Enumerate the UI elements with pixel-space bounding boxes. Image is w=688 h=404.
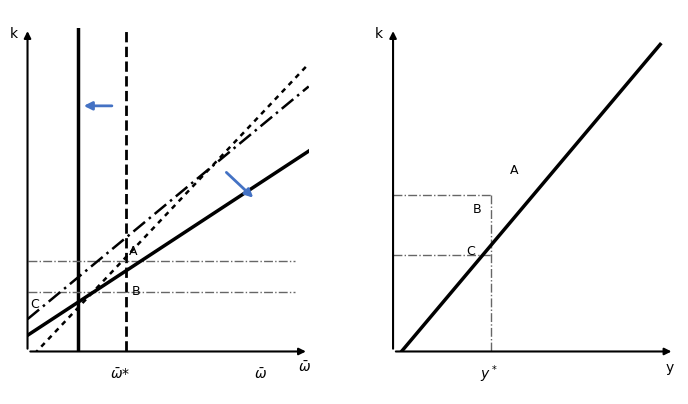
Text: $\bar{\omega}$: $\bar{\omega}$ bbox=[255, 367, 268, 382]
Text: C: C bbox=[466, 244, 475, 257]
Text: A: A bbox=[129, 244, 137, 257]
Text: $\bar{\omega}$*: $\bar{\omega}$* bbox=[110, 367, 131, 382]
Text: C: C bbox=[30, 298, 39, 311]
Text: A: A bbox=[510, 164, 518, 177]
Text: y: y bbox=[666, 362, 674, 375]
Text: $y^*$: $y^*$ bbox=[480, 363, 497, 385]
Text: B: B bbox=[473, 202, 482, 215]
Text: k: k bbox=[375, 27, 383, 41]
Text: $\bar{\omega}$: $\bar{\omega}$ bbox=[298, 361, 311, 375]
Text: k: k bbox=[10, 27, 17, 41]
Text: B: B bbox=[131, 285, 140, 298]
